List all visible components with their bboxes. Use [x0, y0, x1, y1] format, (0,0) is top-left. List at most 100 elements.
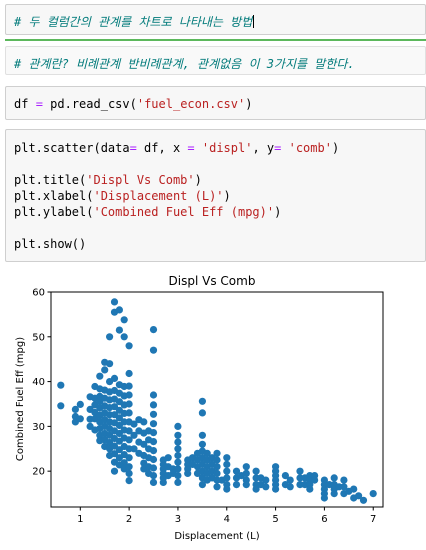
code-line-show: plt.show() — [14, 237, 87, 251]
data-point — [252, 467, 260, 475]
markdown-cell-1[interactable]: # 두 컬럼간의 관계를 차트로 나타내는 방법 — [5, 4, 426, 35]
code-cell-read-csv[interactable]: df = pd.read_csv('fuel_econ.csv') — [5, 86, 426, 120]
data-point — [242, 469, 250, 477]
data-point — [130, 420, 138, 428]
data-point — [149, 447, 158, 455]
data-point — [120, 459, 128, 467]
data-point — [125, 409, 133, 417]
data-point — [223, 460, 231, 468]
data-point — [213, 456, 221, 464]
data-point — [252, 485, 260, 493]
data-point — [213, 469, 221, 477]
data-point — [203, 449, 211, 457]
data-point — [140, 418, 148, 426]
data-point — [306, 485, 314, 493]
data-point — [110, 467, 119, 475]
data-point — [320, 494, 328, 502]
data-point — [125, 477, 133, 485]
x-tick-label: 3 — [175, 514, 181, 525]
points-layer — [57, 298, 377, 504]
y-axis-label: Combined Fuel Eff (mpg) — [15, 337, 26, 461]
x-tick-label: 7 — [370, 514, 376, 525]
data-point — [149, 346, 158, 354]
data-point — [223, 454, 231, 462]
x-tick-label: 6 — [321, 514, 327, 525]
data-point — [272, 485, 280, 493]
data-point — [198, 481, 206, 489]
markdown-text-1: # 두 컬럼간의 관계를 차트로 나타내는 방법 — [14, 15, 253, 29]
data-point — [198, 440, 206, 448]
data-point — [125, 391, 133, 399]
data-point — [286, 476, 294, 484]
data-point — [213, 463, 221, 471]
code-line-scatter: plt.scatter(data= df, x = 'displ', y= 'c… — [14, 141, 340, 155]
data-point — [101, 366, 109, 374]
data-point — [125, 400, 133, 408]
data-point — [110, 298, 119, 306]
scatter-chart: Displ Vs Comb 1 2 3 4 5 6 7 20 30 40 50 60 Displace… — [15, 274, 384, 542]
y-tick-label: 50 — [32, 332, 45, 343]
data-point — [184, 469, 192, 477]
data-point — [350, 485, 358, 493]
data-point — [106, 333, 114, 341]
data-point — [149, 455, 158, 464]
data-point — [149, 429, 158, 437]
data-point — [130, 431, 138, 439]
x-tick-label: 4 — [224, 514, 230, 525]
data-point — [340, 483, 348, 491]
markdown-cell-2[interactable]: # 관계란? 비례관계 반비례관계, 관계없음 이 3가지를 말한다. — [5, 46, 426, 75]
data-point — [174, 465, 182, 473]
code-cell-scatter[interactable]: plt.scatter(data= df, x = 'displ', y= 'c… — [5, 129, 426, 262]
selected-cell-indicator — [5, 39, 426, 41]
data-point — [198, 409, 206, 417]
data-point — [262, 476, 270, 484]
plot-frame — [50, 291, 384, 508]
data-point — [76, 415, 84, 423]
data-point — [96, 372, 104, 380]
data-point — [120, 333, 128, 341]
data-point — [311, 476, 319, 484]
data-point — [125, 369, 133, 378]
data-point — [369, 490, 377, 498]
data-point — [174, 438, 182, 446]
data-point — [130, 445, 138, 453]
data-point — [140, 440, 148, 448]
data-point — [125, 342, 133, 350]
data-point — [359, 496, 368, 504]
y-tick-label: 60 — [32, 288, 45, 299]
data-point — [330, 474, 338, 482]
ticks-layer: 1 2 3 4 5 6 7 20 30 40 50 60 — [32, 288, 376, 526]
data-point — [286, 483, 294, 491]
data-point — [232, 467, 241, 475]
markdown-text-2: # 관계란? 비례관계 반비례관계, 관계없음 이 3가지를 말한다. — [14, 57, 355, 71]
data-point — [149, 391, 158, 399]
data-point — [115, 414, 123, 422]
data-point — [213, 483, 221, 491]
data-point — [164, 454, 172, 462]
data-point — [174, 478, 182, 486]
data-point — [174, 431, 182, 439]
chart-title: Displ Vs Comb — [169, 274, 256, 288]
data-point — [174, 451, 182, 460]
data-point — [242, 463, 250, 471]
data-point — [159, 478, 167, 486]
y-tick-label: 40 — [32, 377, 45, 388]
data-point — [149, 478, 158, 486]
data-point — [174, 458, 182, 466]
data-point — [174, 472, 182, 480]
data-point — [296, 467, 304, 475]
data-point — [106, 360, 114, 368]
data-point — [149, 464, 158, 472]
data-point — [110, 450, 119, 458]
data-point — [232, 481, 241, 489]
data-point — [115, 326, 123, 334]
data-point — [262, 483, 270, 491]
data-point — [198, 397, 206, 405]
data-point — [71, 405, 79, 413]
data-point — [213, 449, 221, 457]
y-tick-label: 30 — [32, 422, 45, 433]
data-point — [57, 402, 65, 410]
code-line-ylabel: plt.ylabel('Combined Fuel Eff (mpg)') — [14, 205, 282, 219]
data-point — [125, 427, 133, 435]
code-line-title: plt.title('Displ Vs Comb') — [14, 173, 202, 187]
